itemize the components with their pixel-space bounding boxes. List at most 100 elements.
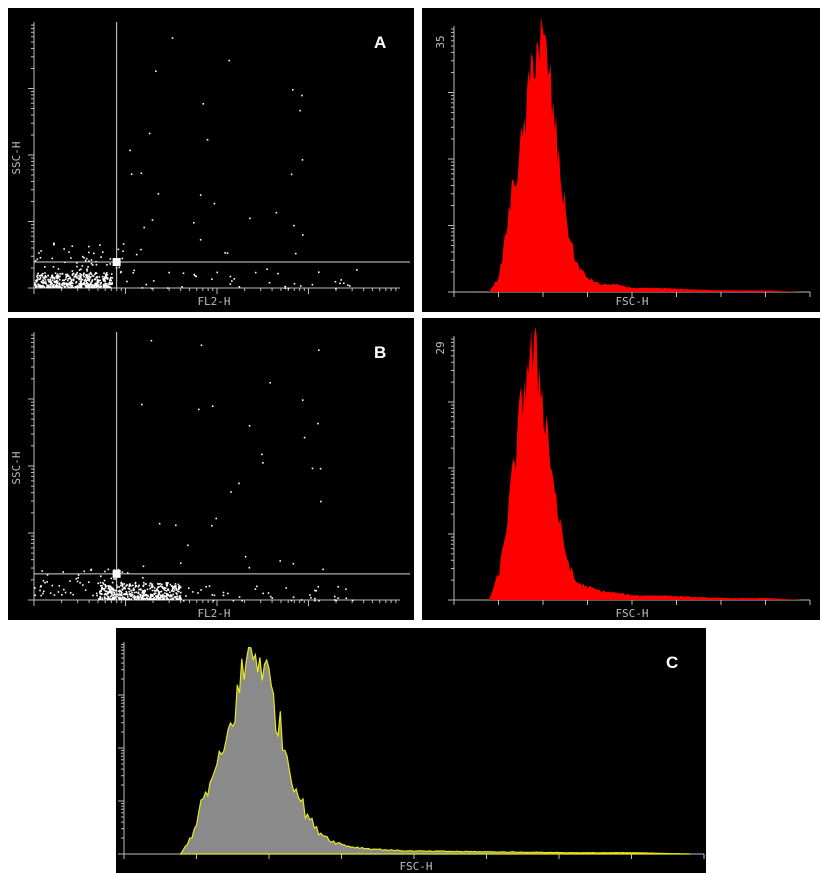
data-point <box>115 578 117 580</box>
data-point <box>179 591 182 594</box>
data-point <box>99 581 102 584</box>
data-point <box>164 595 166 598</box>
data-point <box>155 589 158 592</box>
data-point <box>160 590 163 593</box>
data-point <box>108 283 110 286</box>
data-point <box>156 588 159 590</box>
data-point <box>158 593 161 596</box>
gate-handle <box>112 569 121 578</box>
data-point <box>85 275 88 278</box>
data-point <box>99 585 102 587</box>
data-point <box>124 593 127 596</box>
data-point <box>36 274 39 276</box>
data-point <box>59 286 62 288</box>
data-point <box>105 273 107 275</box>
data-point <box>300 599 303 601</box>
data-point <box>337 585 340 588</box>
data-point <box>124 593 126 595</box>
data-point <box>34 284 37 286</box>
data-point <box>95 263 98 266</box>
data-point <box>293 282 296 285</box>
data-point <box>57 285 59 288</box>
data-point <box>146 588 149 591</box>
data-point <box>40 280 43 283</box>
data-point <box>155 588 158 591</box>
data-point <box>66 283 69 285</box>
data-point <box>49 286 51 288</box>
data-point <box>211 405 214 408</box>
data-point <box>222 591 225 594</box>
data-point <box>356 269 358 271</box>
data-point <box>85 286 87 289</box>
data-point <box>177 586 180 588</box>
data-point <box>90 568 93 571</box>
data-point <box>145 593 148 596</box>
data-point <box>69 580 71 582</box>
data-point <box>86 268 88 270</box>
data-point <box>112 589 114 591</box>
data-point <box>229 275 232 278</box>
data-point <box>80 286 83 289</box>
data-point <box>82 283 85 286</box>
data-point <box>68 251 70 253</box>
data-point <box>322 568 324 571</box>
data-point <box>41 272 44 275</box>
data-point <box>53 281 56 283</box>
data-point <box>333 595 336 598</box>
data-point <box>126 594 129 596</box>
data-point <box>81 283 84 286</box>
data-point <box>108 597 111 600</box>
data-point <box>65 273 67 276</box>
data-point <box>279 560 282 562</box>
data-point <box>106 592 109 594</box>
data-point <box>131 594 134 596</box>
data-point <box>44 272 46 274</box>
data-point <box>119 271 122 274</box>
data-point <box>76 262 78 264</box>
data-point <box>128 590 131 593</box>
data-point <box>53 277 56 279</box>
data-point <box>58 278 61 281</box>
data-point <box>122 587 125 590</box>
data-point <box>77 286 79 289</box>
data-point <box>152 594 154 597</box>
data-point <box>173 585 176 587</box>
data-point <box>213 202 216 205</box>
data-point <box>107 568 110 571</box>
data-point <box>100 285 103 288</box>
data-point <box>103 579 106 582</box>
data-point <box>79 280 82 283</box>
data-point <box>175 588 178 591</box>
data-point <box>178 590 180 593</box>
data-point <box>211 594 214 596</box>
data-point <box>66 273 69 276</box>
data-point <box>64 591 67 594</box>
data-point <box>97 281 100 283</box>
data-point <box>61 284 64 287</box>
data-point <box>70 282 72 284</box>
data-point <box>43 590 45 593</box>
data-point <box>56 276 59 278</box>
data-point <box>133 588 136 591</box>
data-point <box>57 274 59 277</box>
data-point <box>121 588 124 591</box>
data-point <box>126 596 129 598</box>
data-point <box>104 587 107 589</box>
data-point <box>151 583 154 586</box>
data-point <box>140 598 143 601</box>
data-point <box>335 599 338 602</box>
data-point <box>126 572 129 574</box>
data-point <box>161 594 163 597</box>
data-point <box>102 583 105 585</box>
data-point <box>146 597 149 600</box>
data-point <box>144 590 146 593</box>
data-point <box>105 272 108 274</box>
data-point <box>58 585 61 587</box>
data-point <box>131 591 133 594</box>
data-point <box>94 272 97 274</box>
data-point <box>112 587 114 590</box>
data-point <box>85 284 87 287</box>
data-point <box>216 271 219 274</box>
data-point <box>113 593 116 595</box>
data-point <box>118 596 120 599</box>
